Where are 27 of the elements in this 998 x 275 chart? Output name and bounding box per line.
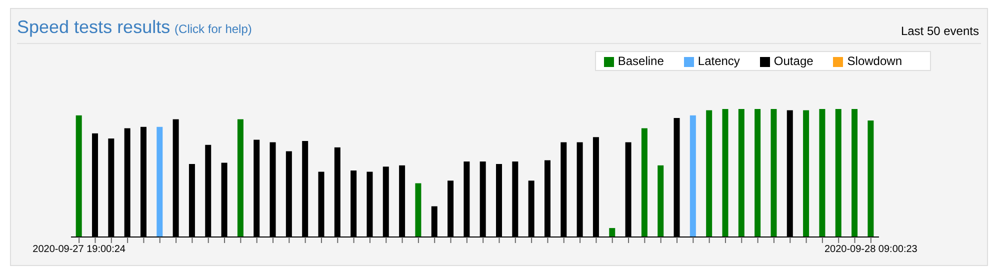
bar <box>658 165 664 237</box>
bar <box>722 109 728 237</box>
bar <box>803 110 810 237</box>
legend-label: Latency <box>698 54 740 68</box>
bar <box>738 109 744 237</box>
bar <box>835 109 842 237</box>
bar <box>819 109 826 237</box>
bar <box>770 109 777 237</box>
x-tick-label: 2020-09-27 19:00:24 <box>32 244 126 256</box>
bar <box>415 183 422 237</box>
legend-label: Outage <box>774 54 814 68</box>
bar <box>706 110 712 237</box>
bar <box>690 115 696 237</box>
bar <box>868 120 874 237</box>
legend-label: Slowdown <box>847 54 902 68</box>
bar <box>76 115 82 237</box>
bar <box>754 109 761 237</box>
chart-title: Speed tests results <box>17 17 170 37</box>
bar <box>237 119 244 237</box>
x-tick-label: 2020-09-28 09:00:23 <box>824 244 918 256</box>
legend-label: Baseline <box>618 54 664 68</box>
bar <box>156 126 163 237</box>
bar <box>641 128 648 237</box>
bar <box>852 109 858 237</box>
text: Last 50 events <box>900 24 979 38</box>
bar <box>609 228 616 237</box>
chart-subtitle: (Click for help) <box>174 22 252 36</box>
